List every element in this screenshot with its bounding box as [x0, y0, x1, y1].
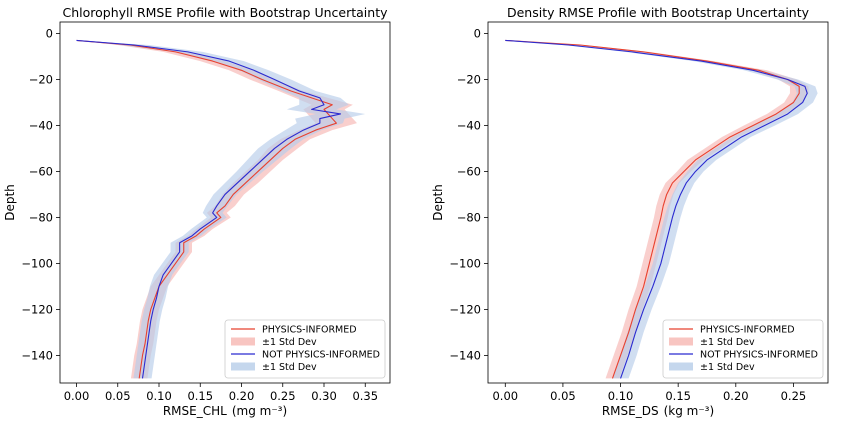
- x-tick-label: 0.20: [723, 389, 749, 403]
- y-axis-label: Depth: [3, 184, 17, 221]
- series-line-not-physics-informed: [76, 39, 342, 379]
- y-tick-label: −100: [449, 256, 481, 270]
- x-tick-label: 0.25: [781, 389, 807, 403]
- series-line-physics-informed: [505, 39, 800, 379]
- x-tick-label: 0.05: [550, 389, 576, 403]
- plot-area: [76, 39, 366, 379]
- x-tick-label: 0.15: [665, 389, 691, 403]
- y-tick-label: −80: [457, 210, 481, 224]
- y-tick-label: 0: [46, 26, 53, 40]
- y-tick-label: −40: [457, 118, 481, 132]
- y-tick-label: −100: [21, 256, 53, 270]
- y-tick-label: −80: [29, 210, 53, 224]
- series-line-not-physics-informed: [505, 39, 808, 379]
- x-axis-label: RMSE_DS (kg m⁻³): [602, 404, 714, 418]
- series-line-physics-informed: [76, 39, 337, 379]
- legend-label-series-not-physics-informed: NOT PHYSICS-INFORMED: [700, 350, 818, 361]
- x-tick-label: 0.30: [311, 389, 337, 403]
- x-tick-label: 0.35: [352, 389, 378, 403]
- y-tick-label: −140: [449, 348, 481, 362]
- x-axis-label-name: RMSE_DS: [602, 404, 659, 418]
- legend-label-series-not-physics-informed: NOT PHYSICS-INFORMED: [262, 350, 380, 361]
- legend-swatch-band-physics-informed: [231, 337, 255, 346]
- legend-swatch-band-not-physics-informed: [669, 362, 693, 371]
- y-tick-label: −40: [29, 118, 53, 132]
- x-tick-label: 0.20: [229, 389, 255, 403]
- y-tick-label: −20: [29, 72, 53, 86]
- y-tick-label: −20: [457, 72, 481, 86]
- x-tick-label: 0.10: [608, 389, 634, 403]
- legend-label-band-physics-informed: ±1 Std Dev: [262, 337, 317, 348]
- y-tick-label: −60: [29, 164, 53, 178]
- axes-frame: [487, 21, 829, 384]
- x-tick-label: 0.25: [270, 389, 296, 403]
- y-tick-label: −60: [457, 164, 481, 178]
- y-tick-label: −140: [21, 348, 53, 362]
- legend-label-band-not-physics-informed: ±1 Std Dev: [262, 362, 317, 373]
- chart-1: 0.00 0.05 0.10 0.15 0.20 0.25 0.30 0.35 0 −20 −40 −…: [3, 5, 391, 418]
- legend-box: [662, 319, 824, 379]
- x-tick-label: 0.00: [492, 389, 518, 403]
- legend-box: [224, 319, 386, 379]
- legend-label-band-not-physics-informed: ±1 Std Dev: [700, 362, 755, 373]
- uncertainty-band-physics-informed: [505, 40, 809, 379]
- x-tick-label: 0.15: [187, 389, 213, 403]
- chart-title: Chlorophyll RMSE Profile with Bootstrap …: [63, 5, 389, 20]
- x-axis-label-unit: (mg m⁻³): [232, 404, 287, 418]
- x-tick-label: 0.00: [64, 389, 90, 403]
- chart-2: 0.00 0.05 0.10 0.15 0.20 0.25 0 −20 −40 −60 −80 −10…: [431, 5, 829, 418]
- x-axis-label-name: RMSE_CHL: [163, 404, 227, 418]
- y-axis-label: Depth: [431, 184, 445, 221]
- legend-swatch-band-physics-informed: [669, 337, 693, 346]
- legend-swatch-band-not-physics-informed: [231, 362, 255, 371]
- x-tick-label: 0.10: [146, 389, 172, 403]
- y-tick-label: 0: [474, 26, 481, 40]
- x-tick-label: 0.05: [105, 389, 131, 403]
- y-tick-label: −120: [449, 302, 481, 316]
- axes-frame: [59, 21, 391, 384]
- legend-label-band-physics-informed: ±1 Std Dev: [700, 337, 755, 348]
- plot-area: [505, 39, 818, 379]
- legend-label-series-physics-informed: PHYSICS-INFORMED: [262, 325, 357, 336]
- x-axis-label-unit: (kg m⁻³): [664, 404, 715, 418]
- chart-title: Density RMSE Profile with Bootstrap Unce…: [507, 5, 810, 20]
- legend-label-series-physics-informed: PHYSICS-INFORMED: [700, 325, 795, 336]
- x-axis-label: RMSE_CHL (mg m⁻³): [163, 404, 287, 418]
- y-tick-label: −120: [21, 302, 53, 316]
